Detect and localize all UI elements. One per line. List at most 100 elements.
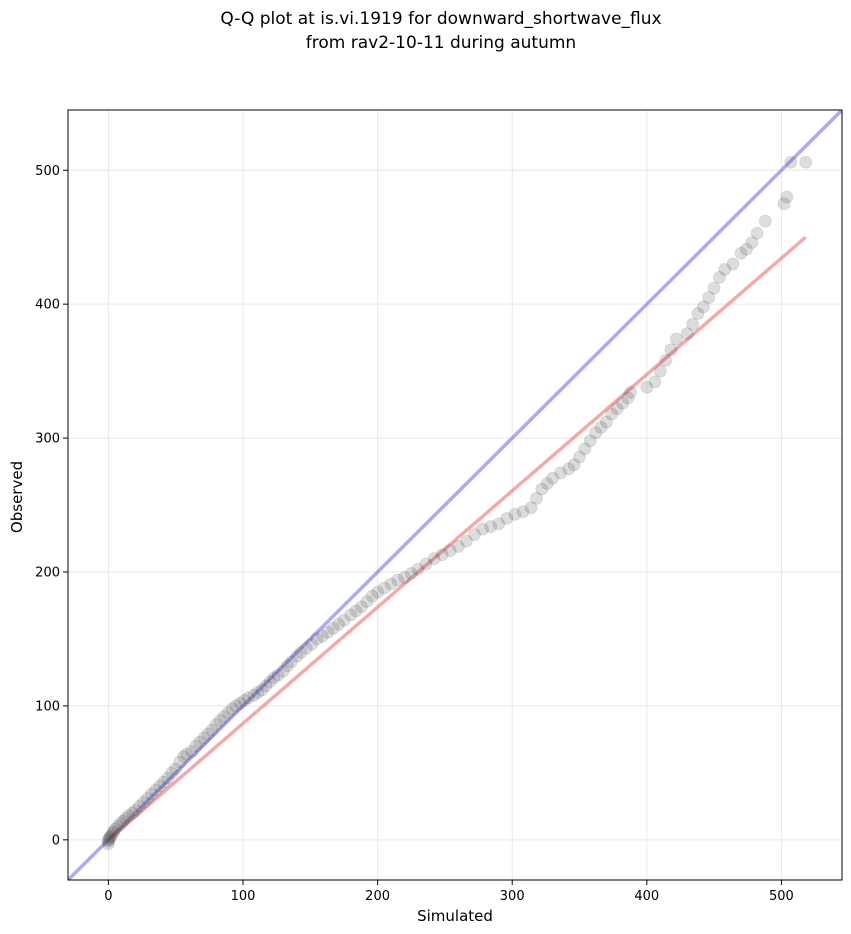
data-point-31 <box>193 735 207 749</box>
data-point-85 <box>492 517 506 531</box>
data-point-6 <box>105 826 119 840</box>
data-point-51 <box>276 664 290 678</box>
data-point-59 <box>315 629 329 643</box>
data-point-90 <box>529 491 543 505</box>
data-point-86 <box>500 511 514 525</box>
data-point-105 <box>616 396 630 410</box>
reference-lines <box>68 110 842 880</box>
data-point-125 <box>745 236 759 250</box>
data-point-54 <box>290 649 304 663</box>
data-point-39 <box>225 702 239 716</box>
data-point-118 <box>702 290 716 304</box>
data-point-8 <box>108 822 122 836</box>
data-point-4 <box>103 830 117 844</box>
data-point-52 <box>280 659 294 673</box>
data-point-61 <box>326 621 340 635</box>
data-point-35 <box>209 718 223 732</box>
data-point-126 <box>750 226 764 240</box>
data-point-122 <box>726 257 740 271</box>
data-point-123 <box>734 246 748 260</box>
data-point-121 <box>718 262 732 276</box>
data-point-129 <box>780 190 794 204</box>
fit-line <box>107 235 807 842</box>
data-point-44 <box>247 688 261 702</box>
data-point-81 <box>459 534 473 548</box>
data-point-119 <box>707 281 721 295</box>
data-point-34 <box>205 723 219 737</box>
data-point-84 <box>484 519 498 533</box>
data-point-22 <box>157 775 171 789</box>
data-point-40 <box>229 699 243 713</box>
data-point-110 <box>653 364 667 378</box>
data-point-62 <box>332 617 346 631</box>
data-point-73 <box>398 570 412 584</box>
data-point-53 <box>284 655 298 669</box>
data-point-20 <box>148 783 162 797</box>
data-point-97 <box>573 450 587 464</box>
data-point-48 <box>263 675 277 689</box>
data-point-71 <box>384 577 398 591</box>
data-point-33 <box>201 727 215 741</box>
data-point-3 <box>103 831 117 845</box>
data-point-32 <box>197 731 211 745</box>
data-point-12 <box>119 811 133 825</box>
data-point-14 <box>126 806 140 820</box>
data-point-109 <box>648 375 662 389</box>
data-point-107 <box>624 386 638 400</box>
data-point-67 <box>360 594 374 608</box>
data-point-11 <box>116 814 130 828</box>
data-point-94 <box>554 466 568 480</box>
data-point-24 <box>165 766 179 780</box>
plot-frame <box>67 109 843 881</box>
data-point-19 <box>144 787 158 801</box>
data-point-47 <box>259 679 273 693</box>
data-point-69 <box>371 585 385 599</box>
data-point-83 <box>476 522 490 536</box>
data-point-45 <box>251 686 265 700</box>
data-point-37 <box>217 710 231 724</box>
data-point-76 <box>419 557 433 571</box>
data-point-114 <box>680 327 694 341</box>
data-point-43 <box>241 691 255 705</box>
x-tick-label-1: 100 <box>231 889 256 904</box>
y-tick-label-0: 0 <box>52 833 60 848</box>
data-point-10 <box>113 817 127 831</box>
x-tick-label-3: 300 <box>500 889 525 904</box>
data-point-46 <box>255 683 269 697</box>
x-tick-label-0: 0 <box>104 889 112 904</box>
y-tick-label-5: 500 <box>35 164 60 179</box>
data-point-2 <box>101 833 115 847</box>
data-point-41 <box>233 696 247 710</box>
data-point-0 <box>101 837 115 851</box>
data-point-98 <box>578 442 592 456</box>
data-point-112 <box>664 343 678 357</box>
data-point-58 <box>310 632 324 646</box>
y-tick-label-1: 100 <box>35 699 60 714</box>
data-point-28 <box>179 747 193 761</box>
data-point-82 <box>468 528 482 542</box>
data-point-103 <box>605 407 619 421</box>
data-point-15 <box>128 803 142 817</box>
data-point-99 <box>583 434 597 448</box>
data-point-23 <box>161 771 175 785</box>
data-point-120 <box>713 270 727 284</box>
data-point-60 <box>321 625 335 639</box>
data-point-117 <box>696 300 710 314</box>
data-point-115 <box>686 317 700 331</box>
data-point-93 <box>546 471 560 485</box>
data-point-9 <box>111 819 125 833</box>
data-point-95 <box>562 462 576 476</box>
data-point-104 <box>610 402 624 416</box>
x-tick-label-4: 400 <box>634 889 659 904</box>
data-point-91 <box>535 482 549 496</box>
one-to-one-line <box>68 110 842 880</box>
data-point-5 <box>104 829 118 843</box>
data-point-80 <box>451 540 465 554</box>
data-point-92 <box>540 477 554 491</box>
chart-title-line-2: from rav2-10-11 during autumn <box>306 33 576 53</box>
data-points <box>101 155 813 851</box>
data-point-111 <box>659 353 673 367</box>
x-axis-label: Simulated <box>417 907 493 925</box>
data-point-70 <box>377 581 391 595</box>
